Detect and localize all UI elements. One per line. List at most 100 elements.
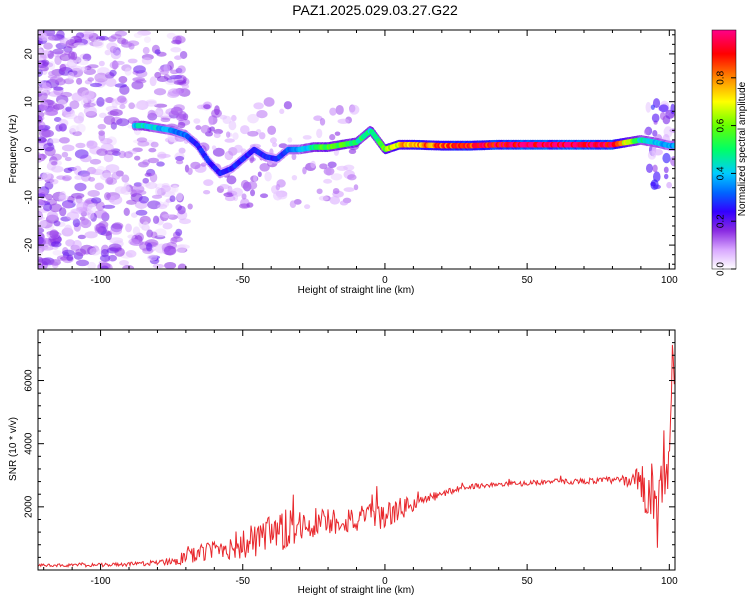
speckle-cell: [645, 163, 654, 174]
speckle-cell: [263, 97, 275, 107]
speckle-cell: [67, 71, 75, 81]
speckle-cell: [213, 132, 221, 139]
speckle-cell: [134, 155, 141, 161]
speckle-cell: [226, 175, 237, 185]
speckle-cell: [40, 59, 50, 66]
speckle-cell: [247, 130, 259, 137]
speckle-cell: [151, 194, 163, 199]
speckle-cell: [38, 128, 51, 139]
speckle-cell: [95, 201, 105, 211]
speckle-cell: [332, 188, 340, 195]
speckle-cell: [162, 213, 175, 219]
snr-x-label: Height of straight line (km): [298, 585, 415, 596]
speckle-cell: [223, 192, 235, 198]
speckle-cell: [38, 263, 44, 269]
speckle-cell: [138, 196, 149, 204]
speckle-cell: [175, 244, 187, 253]
speckle-cell: [132, 226, 141, 236]
speckle-cell: [104, 192, 111, 201]
speckle-cell: [173, 80, 187, 86]
speckle-cell: [52, 48, 64, 55]
colorbar-ticks: 0.00.20.40.60.8: [711, 29, 737, 276]
spectrogram-heatmap: [38, 30, 675, 269]
speckle-cell: [137, 140, 150, 147]
speckle-cell: [49, 229, 59, 239]
speckle-cell: [61, 144, 75, 152]
speckle-cell: [259, 162, 270, 172]
speckle-cell: [69, 100, 80, 110]
speckle-cell: [38, 220, 47, 228]
snr-y-label: SNR (10 * v/v): [8, 417, 19, 481]
speckle-cell: [170, 237, 178, 244]
y-tick-label: -10: [24, 190, 35, 205]
figure-title: PAZ1.2025.029.03.27.G22: [292, 2, 458, 18]
speckle-cell: [149, 76, 157, 87]
speckle-cell: [145, 100, 158, 107]
speckle-cell: [76, 201, 88, 212]
speckle-cell: [652, 129, 658, 137]
speckle-cell: [169, 195, 176, 203]
speckle-cell: [41, 246, 54, 251]
speckle-cell: [148, 147, 157, 153]
speckle-cell: [177, 65, 186, 74]
speckle-cell: [53, 86, 64, 91]
speckle-cell: [63, 167, 73, 174]
speckle-cell: [118, 150, 127, 159]
speckle-cell: [258, 132, 266, 140]
speckle-cell: [329, 134, 336, 141]
speckle-cell: [147, 254, 158, 261]
speckle-cell: [190, 161, 201, 170]
speckle-cell: [108, 243, 122, 252]
speckle-cell: [90, 197, 102, 204]
y-tick-label: 2000: [24, 495, 35, 518]
speckle-cell: [334, 131, 341, 136]
speckle-cell: [232, 132, 239, 140]
speckle-cell: [339, 200, 349, 206]
speckle-cell: [83, 106, 97, 117]
speckle-cell: [60, 91, 73, 98]
speckle-cell: [94, 182, 105, 191]
speckle-cell: [52, 103, 65, 110]
speckle-cell: [177, 121, 186, 129]
speckle-cell: [119, 260, 129, 266]
speckle-cell: [659, 112, 666, 120]
speckle-cell: [212, 147, 225, 157]
speckle-cell: [124, 67, 132, 76]
speckle-cell: [172, 88, 186, 95]
speckle-cell: [95, 222, 106, 233]
speckle-cell: [157, 204, 168, 210]
speckle-cell: [94, 209, 108, 219]
speckle-cell: [336, 165, 348, 171]
speckle-cell: [75, 259, 90, 267]
x-tick-label: -100: [91, 576, 111, 587]
speckle-cell: [219, 183, 230, 190]
speckle-cell: [109, 61, 120, 69]
speckle-cell: [652, 164, 658, 173]
speckle-cell: [329, 196, 341, 205]
speckle-cell: [94, 72, 108, 83]
speckle-cell: [43, 42, 53, 50]
speckle-cell: [84, 231, 98, 239]
speckle-cell: [38, 215, 45, 221]
spectrogram-x-label: Height of straight line (km): [298, 285, 415, 296]
speckle-cell: [313, 115, 323, 121]
speckle-cell: [109, 194, 123, 205]
speckle-cell: [154, 49, 161, 55]
speckle-cell: [302, 135, 312, 140]
x-tick-label: -50: [236, 275, 251, 286]
y-tick-label: 10: [24, 96, 35, 108]
speckle-cell: [650, 104, 655, 110]
speckle-cell: [80, 66, 88, 73]
speckle-cell: [224, 138, 235, 143]
speckle-cell: [316, 128, 323, 139]
colorbar-tick-label: 0.4: [716, 166, 727, 180]
speckle-cell: [157, 153, 171, 158]
speckle-cell: [128, 42, 135, 50]
speckle-cell: [104, 149, 119, 156]
speckle-cell: [107, 110, 119, 116]
speckle-cell: [269, 137, 277, 144]
speckle-cell: [147, 157, 160, 164]
speckle-cell: [175, 155, 185, 162]
speckle-cell: [104, 49, 111, 56]
